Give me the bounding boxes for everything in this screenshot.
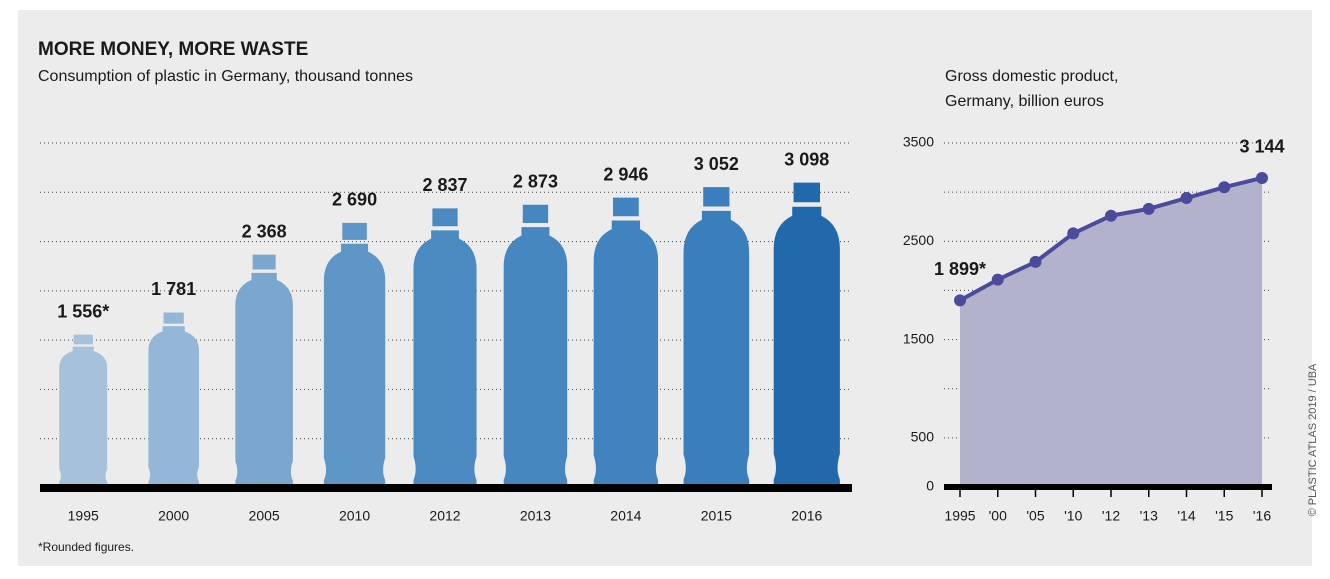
bottle: [683, 187, 750, 484]
bottle: [503, 204, 568, 484]
value-label: 3 098: [784, 149, 829, 169]
value-label: 2 873: [513, 172, 558, 192]
subtitle: Consumption of plastic in Germany, thous…: [38, 68, 413, 85]
x-tick-label: 1995: [944, 508, 975, 524]
x-tick-label: '15: [1215, 508, 1233, 524]
x-tick-label: 2016: [791, 508, 822, 524]
gdp-title: Gross domestic product,: [945, 68, 1118, 85]
value-label: 3 144: [1239, 137, 1284, 157]
point: [1142, 202, 1155, 215]
y-tick-label: 500: [911, 429, 935, 445]
bottle: [235, 254, 293, 484]
x-tick-label: 2015: [701, 508, 732, 524]
x-tick-label: '12: [1102, 508, 1120, 524]
x-tick-label: '16: [1253, 508, 1271, 524]
footnote: *Rounded figures.: [38, 540, 134, 554]
point: [1105, 209, 1117, 222]
x-tick-label: 2012: [429, 508, 460, 524]
x-tick-label: '05: [1026, 508, 1044, 524]
value-label: 2 837: [422, 175, 467, 195]
x-tick-label: '13: [1140, 508, 1158, 524]
point: [954, 294, 966, 307]
point: [1218, 181, 1231, 194]
x-tick-label: '10: [1064, 508, 1082, 524]
point: [1029, 255, 1042, 268]
x-tick-label: 2005: [249, 508, 280, 524]
bottle: [773, 182, 840, 484]
y-tick-label: 2500: [903, 232, 934, 248]
point: [991, 273, 1004, 286]
point: [1067, 227, 1080, 240]
y-tick-label: 0: [926, 478, 934, 494]
gdp-title: Germany, billion euros: [945, 93, 1104, 110]
value-label: 3 052: [694, 154, 739, 174]
baseline: [944, 484, 1272, 490]
value-label: 1 556*: [57, 301, 109, 321]
x-tick-label: 2013: [520, 508, 551, 524]
bottle: [323, 222, 386, 485]
x-tick-label: 1995: [68, 508, 99, 524]
credit: © PLASTIC ATLAS 2019 / UBA: [1307, 363, 1319, 516]
bottle: [59, 334, 108, 484]
value-label: 1 899*: [934, 259, 986, 279]
x-tick-label: 2000: [158, 508, 189, 524]
bottle: [413, 208, 477, 485]
baseline: [40, 484, 852, 492]
bottle: [148, 312, 199, 484]
value-label: 2 690: [332, 190, 377, 210]
area: [960, 177, 1262, 487]
y-tick-label: 1500: [903, 330, 934, 346]
point: [1180, 192, 1193, 205]
value-label: 2 368: [242, 221, 287, 241]
x-tick-label: 2010: [339, 508, 370, 524]
point: [1256, 171, 1268, 184]
title: MORE MONEY, MORE WASTE: [38, 39, 308, 60]
value-label: 2 946: [603, 164, 648, 184]
bottle: [593, 197, 659, 484]
y-tick-label: 3500: [903, 134, 934, 150]
x-tick-label: 2014: [610, 508, 641, 524]
x-tick-label: '14: [1177, 508, 1195, 524]
x-tick-label: '00: [989, 508, 1007, 524]
value-label: 1 781: [151, 279, 196, 299]
